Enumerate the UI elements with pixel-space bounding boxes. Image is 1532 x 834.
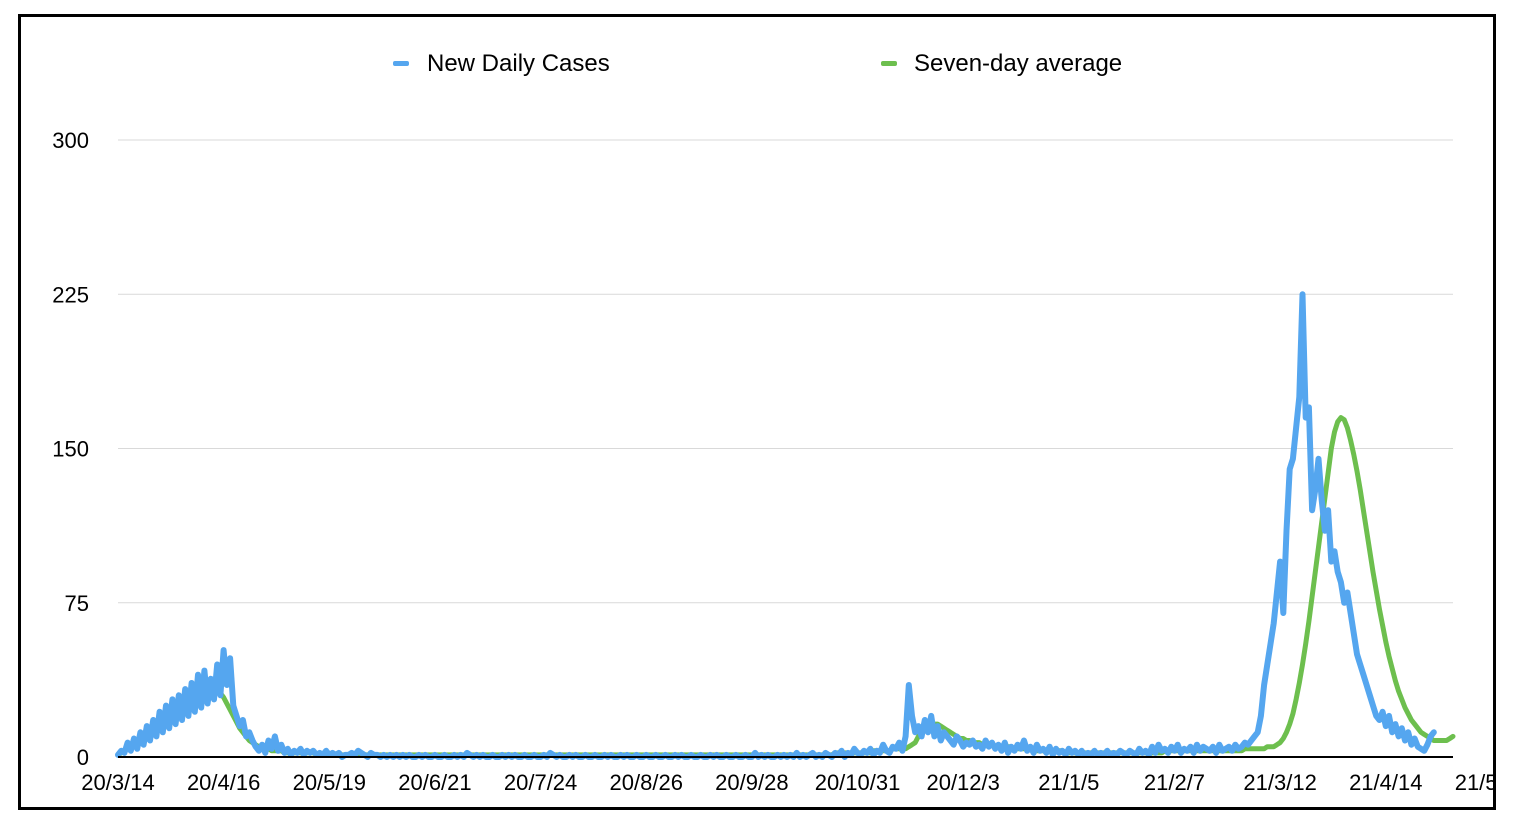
legend: New Daily Cases Seven-day average — [393, 50, 1122, 77]
x-tick-label: 20/6/21 — [398, 770, 471, 795]
y-axis-ticks: 0 75 150 225 300 — [52, 128, 89, 770]
y-tick-label: 150 — [52, 437, 89, 462]
series-lines — [115, 291, 1456, 760]
x-tick-label: 21/3/12 — [1243, 770, 1316, 795]
series-line-seven-day-average — [115, 415, 1456, 758]
y-tick-label: 75 — [65, 591, 89, 616]
y-tick-label: 225 — [52, 282, 89, 307]
x-tick-label: 21/2/7 — [1144, 770, 1205, 795]
legend-swatch-seven-day-average — [881, 61, 897, 66]
x-tick-label: 20/8/26 — [610, 770, 683, 795]
x-tick-label: 21/1/5 — [1038, 770, 1099, 795]
legend-label-seven-day-average: Seven-day average — [914, 50, 1122, 77]
x-tick-label: 20/5/19 — [293, 770, 366, 795]
y-tick-label: 300 — [52, 128, 89, 153]
legend-item-seven-day-average: Seven-day average — [881, 50, 1122, 77]
x-tick-label: 20/9/28 — [715, 770, 788, 795]
x-tick-label: 21/5/17 — [1455, 770, 1493, 795]
x-tick-label: 20/4/16 — [187, 770, 260, 795]
legend-swatch-new-daily-cases — [393, 61, 409, 66]
x-tick-label: 20/7/24 — [504, 770, 577, 795]
x-tick-label: 20/12/3 — [926, 770, 999, 795]
series-line-new-daily-cases — [115, 291, 1437, 760]
gridlines — [118, 139, 1453, 604]
chart-frame: 0 75 150 225 300 20/3/14 20/4/16 20/5/19 20/6/2… — [18, 14, 1496, 810]
line-chart: 0 75 150 225 300 20/3/14 20/4/16 20/5/19 20/6/2… — [52, 50, 1493, 795]
legend-item-new-daily-cases: New Daily Cases — [393, 50, 610, 77]
x-axis-ticks: 20/3/14 20/4/16 20/5/19 20/6/21 20/7/24 20/8/… — [81, 770, 1493, 795]
x-tick-label: 20/10/31 — [815, 770, 901, 795]
x-tick-label: 20/3/14 — [81, 770, 154, 795]
x-tick-label: 21/4/14 — [1349, 770, 1422, 795]
legend-label-new-daily-cases: New Daily Cases — [427, 50, 610, 77]
y-tick-label: 0 — [77, 745, 89, 770]
